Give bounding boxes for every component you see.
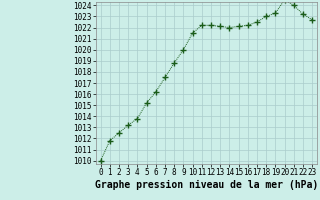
X-axis label: Graphe pression niveau de la mer (hPa): Graphe pression niveau de la mer (hPa) xyxy=(95,180,318,190)
